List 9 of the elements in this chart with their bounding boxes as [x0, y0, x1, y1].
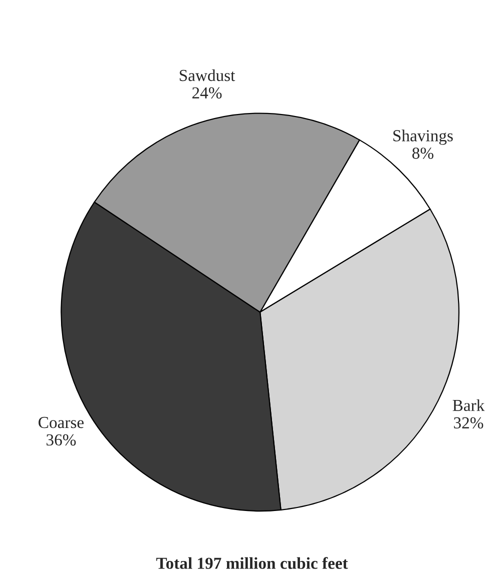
data-label: 36% — [46, 434, 76, 446]
slice-label: Bark — [452, 399, 485, 412]
text: Total 197 million cubic feet — [156, 557, 348, 569]
data-label: 24% — [192, 87, 222, 99]
slice-label: Coarse — [38, 416, 84, 428]
data-label: 8% — [412, 148, 434, 159]
slice-label: Shavings — [393, 130, 453, 145]
slice-label: Sawdust — [180, 69, 236, 82]
data-label: 32% — [454, 417, 484, 429]
